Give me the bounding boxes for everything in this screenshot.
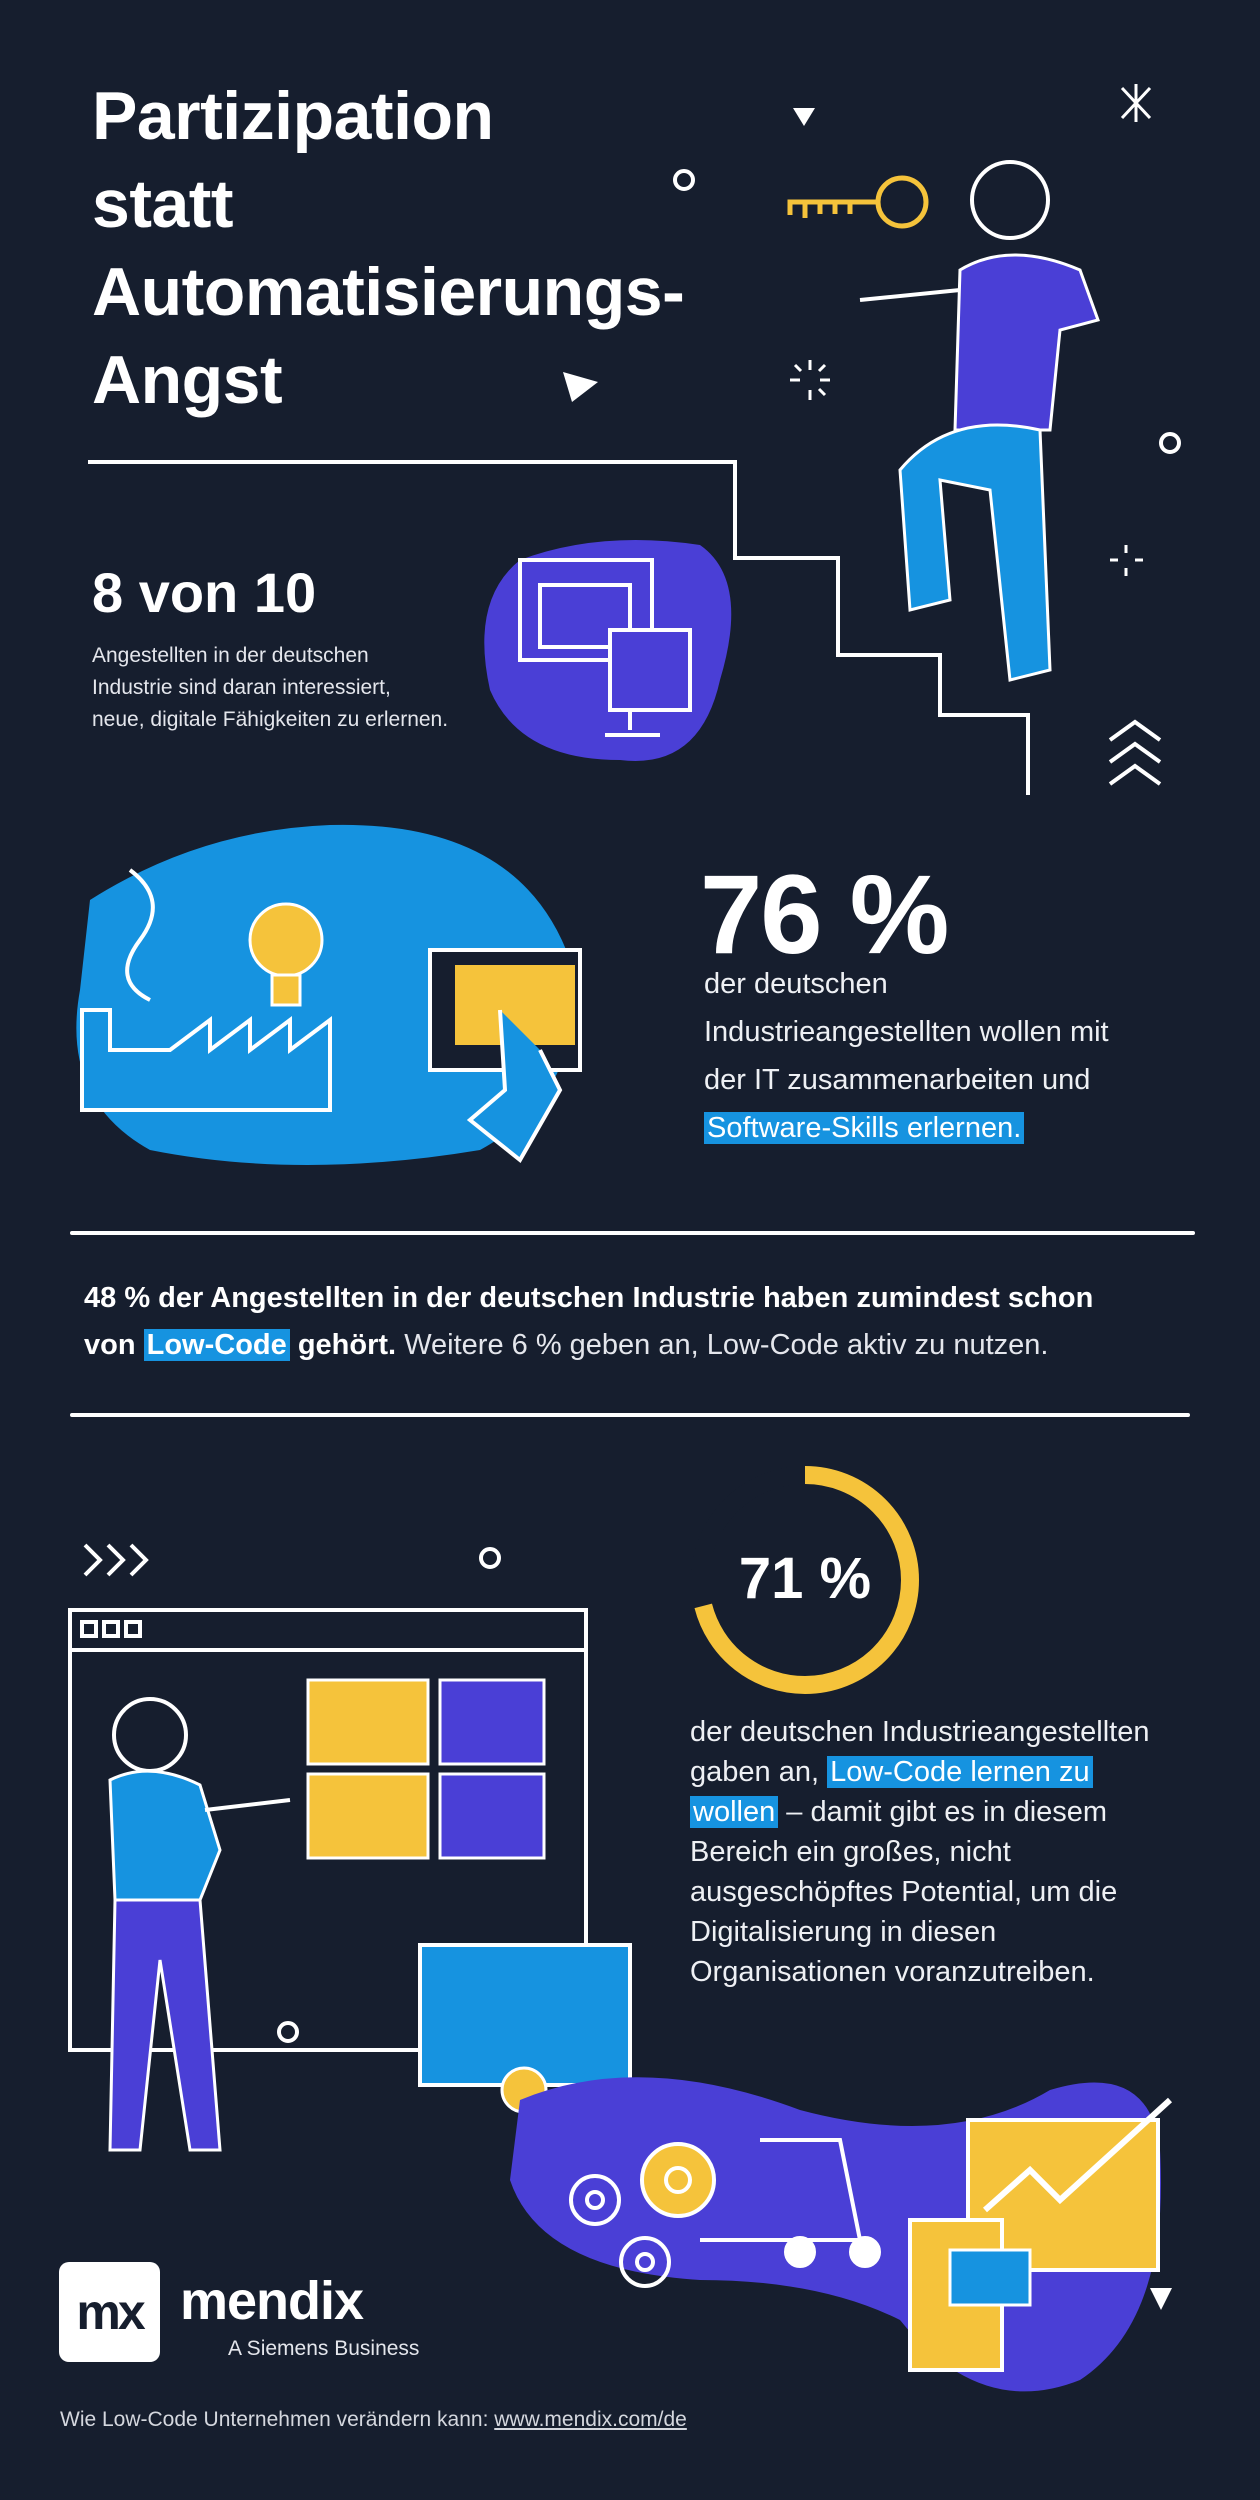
highlight: Software-Skills erlernen. xyxy=(704,1112,1025,1144)
forklift-icon xyxy=(700,2138,881,2268)
description-line: Digitalisierung in diesen xyxy=(690,1916,997,1948)
description-line: Bereich ein großes, nicht xyxy=(690,1836,1011,1868)
description-line: Organisationen voranzutreiben. xyxy=(690,1956,1095,1988)
stat-76-percent: 76 % xyxy=(700,852,949,977)
stat-71-description: der deutschen Industrieangestellten gabe… xyxy=(690,1712,1250,1992)
person-presenting-icon xyxy=(108,1697,291,2152)
description-line: Industrieangestellten wollen mit xyxy=(704,1016,1109,1048)
person-climbing-icon xyxy=(859,160,1100,682)
highlight: Low-Code xyxy=(143,1329,290,1361)
computer-icon xyxy=(518,558,692,737)
footer-text: Wie Low-Code Unternehmen verändern kann: xyxy=(60,2408,489,2431)
description-line: Angestellten in der deutschen xyxy=(92,644,369,667)
sparkle-icon xyxy=(790,84,1152,576)
divider xyxy=(70,1231,1195,1235)
mendix-logo: mx xyxy=(59,2262,160,2362)
footer-link[interactable]: www.mendix.com/de xyxy=(494,2408,687,2431)
stat-76-description: der deutschen Industrieangestellten woll… xyxy=(704,960,1244,1152)
keypad-tile xyxy=(438,1772,546,1860)
gears-icon xyxy=(569,2142,716,2288)
stat-8-von-10-description: Angestellten in der deutschen Industrie … xyxy=(92,640,452,736)
brand-tagline: A Siemens Business xyxy=(228,2337,420,2360)
description-line: Industrie sind daran interessiert, xyxy=(92,676,391,699)
description-line: der deutschen xyxy=(704,968,888,1000)
circle-icon xyxy=(277,169,1181,2043)
staircase-icon xyxy=(88,460,1030,795)
paragraph-light: Weitere 6 % geben an, Low-Code aktiv zu … xyxy=(404,1329,1049,1361)
description-line: der IT zusammenarbeiten und xyxy=(704,1064,1091,1096)
whiteboard-icon xyxy=(68,1543,588,2052)
paragraph-bold: 48 % der Angestellten in der deutschen I… xyxy=(84,1282,1094,1314)
brand-name: mendix xyxy=(180,2271,364,2331)
description-line: der deutschen Industrieangestellten xyxy=(690,1716,1150,1748)
paragraph-bold: gehört. xyxy=(297,1329,397,1361)
triangle-icon xyxy=(563,108,1172,2310)
title-line: Automatisierungs- xyxy=(92,254,685,330)
key-icon xyxy=(787,175,929,229)
growth-chart-icon xyxy=(966,2097,1173,2272)
title-line: statt xyxy=(92,166,234,242)
progress-ring-arc xyxy=(691,1466,919,1694)
factory-icon xyxy=(80,868,332,1112)
footer: Wie Low-Code Unternehmen verändern kann:… xyxy=(60,2408,687,2432)
stat-71-percent: 71 % xyxy=(738,1546,872,1611)
description-text: – damit gibt es in diesem xyxy=(786,1796,1108,1828)
low-code-paragraph: 48 % der Angestellten in der deutschen I… xyxy=(84,1275,1204,1369)
highlight: wollen xyxy=(690,1796,779,1828)
description-line: neue, digitale Fähigkeiten zu erlernen. xyxy=(92,708,449,731)
description-text: gaben an, xyxy=(690,1756,820,1788)
highlight: Low-Code lernen zu xyxy=(827,1756,1093,1788)
title-line: Partizipation xyxy=(92,78,494,154)
stat-8-von-10: 8 von 10 xyxy=(92,561,317,624)
divider xyxy=(70,1413,1190,1417)
paragraph-bold: von xyxy=(84,1329,136,1361)
description-line: ausgeschöpftes Potential, um die xyxy=(690,1876,1118,1908)
title-line: Angst xyxy=(92,342,283,418)
tablet-chat-icon xyxy=(908,2218,1032,2372)
chevrons-up-icon xyxy=(1108,719,1162,786)
lightbulb-icon xyxy=(248,902,324,1007)
chart-tile xyxy=(306,1678,430,1766)
binary-tile xyxy=(438,1678,546,1766)
certificate-icon xyxy=(418,1943,632,2114)
password-tile xyxy=(306,1772,430,1860)
touchscreen-icon xyxy=(428,948,582,1164)
page-title: Partizipation statt Automatisierungs- An… xyxy=(92,72,685,424)
